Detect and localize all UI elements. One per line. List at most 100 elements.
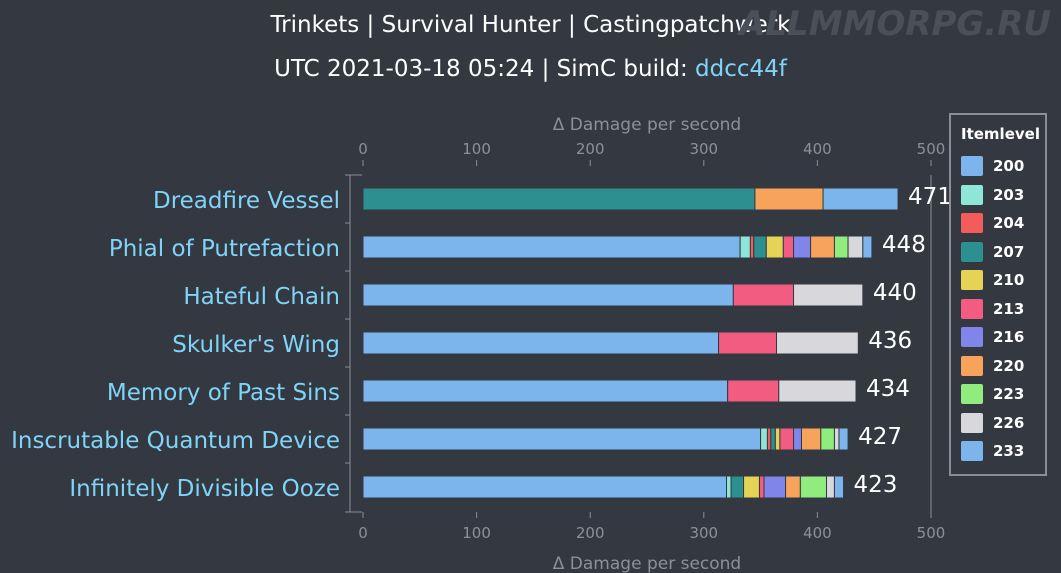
x-tick-label-bottom: 0 [358, 524, 368, 542]
x-tick-label-bottom: 300 [689, 524, 718, 542]
legend-label: 223 [993, 385, 1025, 403]
simc-build-link[interactable]: ddcc44f [695, 56, 787, 82]
bar-segment-203[interactable] [760, 427, 768, 451]
bar-segment-213[interactable] [758, 475, 765, 499]
legend-label: 213 [993, 299, 1025, 318]
x-tick-label-top: 300 [689, 140, 718, 158]
bar-segment-226[interactable] [778, 379, 857, 403]
bar-segment-213[interactable] [727, 379, 780, 403]
bar-segment-200[interactable] [362, 283, 734, 307]
legend-item-200[interactable]: 200 [961, 156, 1041, 178]
bar-segment-223[interactable] [833, 235, 849, 259]
legend-swatch [961, 213, 983, 233]
bar-total-label: 434 [866, 376, 910, 402]
category-label[interactable]: Phial of Putrefaction [109, 236, 340, 262]
legend-item-203[interactable]: 203 [961, 184, 1041, 207]
bar-segment-233[interactable] [833, 475, 845, 499]
bar-segment-207[interactable] [730, 475, 745, 499]
bar-segment-220[interactable] [754, 187, 824, 211]
legend-swatch [961, 270, 983, 290]
bar-segment-223[interactable] [820, 427, 835, 451]
category-label[interactable]: Skulker's Wing [172, 332, 340, 358]
legend-item-223[interactable]: 223 [961, 384, 1041, 406]
legend-item-220[interactable]: 220 [961, 355, 1041, 378]
x-axis-title-top: Δ Damage per second [553, 115, 741, 135]
category-label[interactable]: Infinitely Divisible Ooze [69, 476, 340, 502]
legend-label: 210 [993, 271, 1025, 289]
bar-segment-233[interactable] [822, 187, 899, 211]
category-label[interactable]: Inscrutable Quantum Device [11, 428, 340, 454]
bar-segment-207[interactable] [362, 187, 756, 211]
legend-swatch [961, 327, 983, 347]
legend-label: 226 [993, 413, 1025, 432]
legend-item-213[interactable]: 213 [961, 298, 1041, 321]
bar-total-label: 423 [854, 472, 898, 498]
x-tick-label-top: 500 [917, 140, 946, 158]
bar-segment-200[interactable] [362, 331, 720, 355]
bar-segment-210[interactable] [743, 475, 760, 499]
bar-segment-200[interactable] [362, 235, 741, 259]
legend-swatch [961, 412, 983, 433]
bar-segment-210[interactable] [774, 427, 781, 451]
bar-segment-200[interactable] [362, 427, 762, 451]
legend-label: 216 [993, 328, 1025, 346]
legend-swatch [961, 384, 983, 404]
bar-segment-226[interactable] [776, 331, 859, 355]
bar-segment-213[interactable] [779, 427, 795, 451]
bar-segment-200[interactable] [362, 379, 729, 403]
bar-segment-213[interactable] [718, 331, 778, 355]
legend-item-233[interactable]: 233 [961, 441, 1041, 463]
bar-segment-220[interactable] [785, 475, 801, 499]
watermark-logo: ALLMMORPG.RU [739, 4, 1051, 44]
x-tick-label-top: 0 [358, 140, 368, 158]
legend-swatch [961, 298, 983, 319]
x-tick-label-top: 100 [462, 140, 491, 158]
bar-segment-216[interactable] [763, 475, 787, 499]
bar-total-label: 427 [858, 424, 902, 450]
legend-label: 200 [993, 157, 1025, 175]
bar-segment-200[interactable] [362, 475, 728, 499]
legend-title: Itemlevel [961, 125, 1040, 143]
bar-segment-210[interactable] [765, 235, 784, 259]
legend-item-216[interactable]: 216 [961, 327, 1041, 349]
bar-segment-226[interactable] [847, 235, 864, 259]
x-tick-label-bottom: 100 [462, 524, 491, 542]
bar-segment-207[interactable] [770, 427, 776, 451]
bar-total-label: 471 [908, 184, 952, 210]
category-label[interactable]: Memory of Past Sins [107, 380, 340, 406]
category-label[interactable]: Dreadfire Vessel [153, 188, 340, 214]
bar-segment-213[interactable] [732, 283, 795, 307]
bar-segment-203[interactable] [739, 235, 751, 259]
subtitle-prefix: UTC 2021-03-18 05:24 | SimC build: [274, 56, 696, 82]
bar-segment-226[interactable] [825, 475, 835, 499]
x-tick-label-top: 400 [803, 140, 832, 158]
bar-segment-223[interactable] [799, 475, 827, 499]
category-label[interactable]: Hateful Chain [183, 284, 340, 310]
legend-item-210[interactable]: 210 [961, 270, 1041, 292]
bar-segment-216[interactable] [793, 427, 802, 451]
chart-title: Trinkets | Survival Hunter | Castingpatc… [270, 12, 791, 38]
legend-item-226[interactable]: 226 [961, 412, 1041, 435]
bar-total-label: 436 [868, 328, 912, 354]
legend-item-207[interactable]: 207 [961, 241, 1041, 264]
bar-segment-220[interactable] [810, 235, 835, 259]
legend-label: 207 [993, 242, 1025, 261]
bar-segment-233[interactable] [838, 427, 849, 451]
bar-segment-226[interactable] [793, 283, 864, 307]
bar-segment-216[interactable] [793, 235, 812, 259]
legend-item-204[interactable]: 204 [961, 213, 1041, 235]
legend-swatch [961, 156, 983, 176]
bar-segment-204[interactable] [766, 427, 772, 451]
bar-segment-213[interactable] [782, 235, 795, 259]
bar-segment-226[interactable] [833, 427, 840, 451]
x-axis-title-bottom: Δ Damage per second [553, 554, 741, 573]
bar-segment-203[interactable] [726, 475, 732, 499]
bar-segment-220[interactable] [800, 427, 822, 451]
bar-segment-233[interactable] [862, 235, 873, 259]
legend: Itemlevel 200 203 204 207 210 213 216 220 223 226… [949, 113, 1047, 476]
bar-segment-204[interactable] [749, 235, 755, 259]
bar-segment-207[interactable] [753, 235, 767, 259]
legend-swatch [961, 441, 983, 461]
bar-total-label: 448 [882, 232, 926, 258]
